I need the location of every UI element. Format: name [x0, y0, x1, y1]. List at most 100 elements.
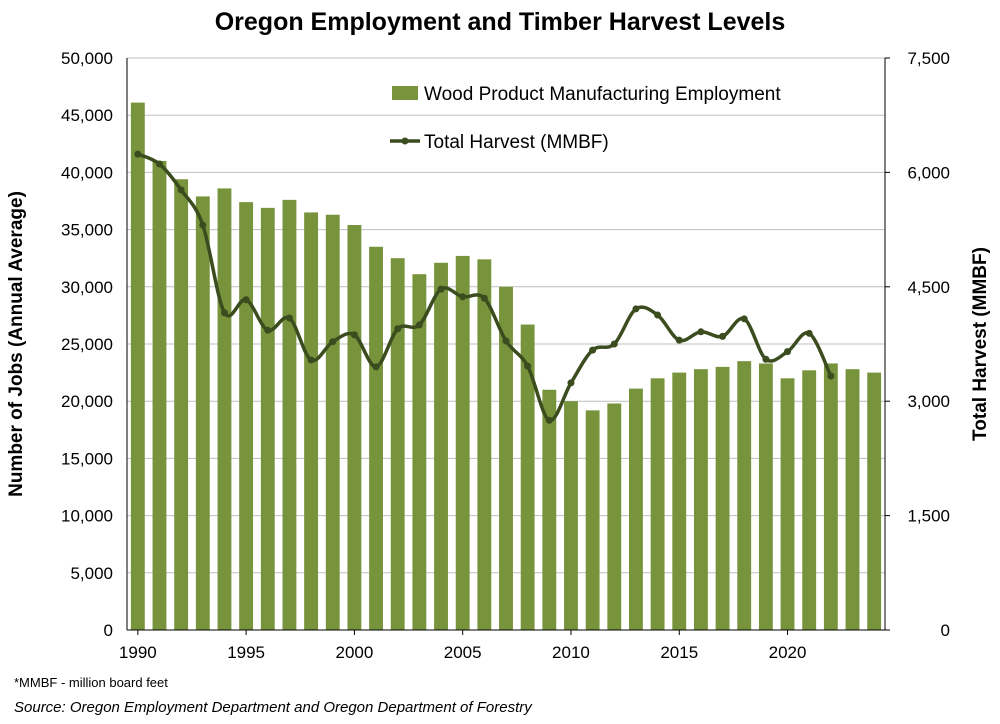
line-point	[415, 321, 423, 329]
line-point	[740, 315, 748, 323]
line-point	[372, 363, 380, 371]
y-tick-label: 50,000	[61, 49, 113, 68]
line-point	[437, 285, 445, 293]
y-tick-label: 10,000	[61, 507, 113, 526]
bar	[672, 372, 687, 630]
x-tick-label: 2000	[335, 643, 373, 662]
y2-tick-label: 0	[941, 621, 950, 640]
line-point	[654, 311, 662, 319]
line-point	[784, 348, 792, 356]
x-tick-label: 2010	[552, 643, 590, 662]
x-tick-label: 1995	[227, 643, 265, 662]
footnote: *MMBF - million board feet	[14, 675, 168, 690]
line-point	[480, 294, 488, 302]
bar	[867, 372, 882, 630]
line-point	[567, 379, 575, 387]
line-point	[285, 314, 293, 322]
bar	[650, 378, 665, 630]
y-tick-label: 40,000	[61, 163, 113, 182]
line-point	[762, 355, 770, 363]
bar	[477, 259, 492, 630]
bar	[455, 255, 470, 631]
bar	[585, 410, 600, 630]
line-point	[589, 346, 597, 354]
bar	[390, 258, 405, 630]
line-point	[524, 362, 532, 370]
y2-tick-label: 1,500	[907, 507, 950, 526]
bar	[282, 199, 297, 630]
line-point	[242, 296, 250, 304]
bar	[758, 363, 773, 630]
legend-swatch	[392, 86, 418, 100]
x-tick-label: 2005	[444, 643, 482, 662]
y-tick-label: 0	[104, 621, 113, 640]
bar	[152, 160, 167, 630]
y-tick-label: 25,000	[61, 335, 113, 354]
line-point	[545, 416, 553, 424]
bar	[239, 202, 254, 631]
line-point	[220, 309, 228, 317]
y2-tick-label: 3,000	[907, 392, 950, 411]
line-point	[697, 328, 705, 336]
line-point	[632, 305, 640, 313]
legend-swatch	[401, 137, 409, 145]
bar	[174, 179, 189, 631]
bar	[130, 102, 145, 631]
bar	[737, 361, 752, 630]
y-axis-label: Number of Jobs (Annual Average)	[6, 191, 27, 497]
y2-axis-label: Total Harvest (MMBF)	[970, 247, 991, 441]
bar	[715, 366, 730, 630]
bar	[845, 369, 860, 630]
line-point	[827, 372, 835, 380]
legend-label: Total Harvest (MMBF)	[424, 132, 609, 153]
bar	[260, 207, 275, 630]
line-point	[719, 332, 727, 340]
legend-label: Wood Product Manufacturing Employment	[424, 84, 781, 105]
source: Source: Oregon Employment Department and…	[14, 699, 533, 716]
bar	[499, 286, 513, 630]
y-tick-label: 30,000	[61, 278, 113, 297]
line-point	[155, 160, 163, 168]
line-point	[307, 356, 315, 364]
bar	[369, 246, 383, 630]
bar	[564, 401, 578, 630]
line-point	[329, 338, 337, 346]
line-point	[675, 336, 683, 344]
line-point	[264, 326, 272, 334]
chart-title: Oregon Employment and Timber Harvest Lev…	[215, 8, 786, 36]
bar	[520, 324, 535, 630]
y2-tick-label: 4,500	[907, 278, 950, 297]
bar	[347, 225, 362, 631]
line-point	[177, 186, 185, 194]
bar	[412, 274, 427, 630]
y2-tick-label: 6,000	[907, 163, 950, 182]
line-point	[394, 325, 402, 333]
x-tick-label: 2015	[660, 643, 698, 662]
x-tick-label: 2020	[769, 643, 807, 662]
bar	[823, 363, 838, 630]
bar	[217, 188, 232, 630]
y2-tick-label: 7,500	[907, 49, 950, 68]
line-point	[199, 221, 207, 229]
line-point	[134, 150, 142, 158]
bar	[629, 388, 643, 630]
bar	[434, 262, 448, 630]
bar	[325, 214, 340, 630]
line-point	[502, 337, 510, 345]
y-tick-label: 15,000	[61, 449, 113, 468]
line-point	[350, 331, 358, 339]
y-tick-label: 20,000	[61, 392, 113, 411]
bar	[780, 378, 795, 630]
line-point	[459, 293, 467, 301]
y-tick-label: 45,000	[61, 106, 113, 125]
x-tick-label: 1990	[119, 643, 157, 662]
bar	[607, 403, 622, 630]
line-point	[610, 340, 618, 348]
bar	[195, 196, 210, 630]
bar	[304, 212, 319, 630]
bar	[693, 369, 708, 630]
bar	[802, 370, 817, 630]
y-tick-label: 5,000	[70, 564, 113, 583]
line-point	[805, 329, 813, 337]
